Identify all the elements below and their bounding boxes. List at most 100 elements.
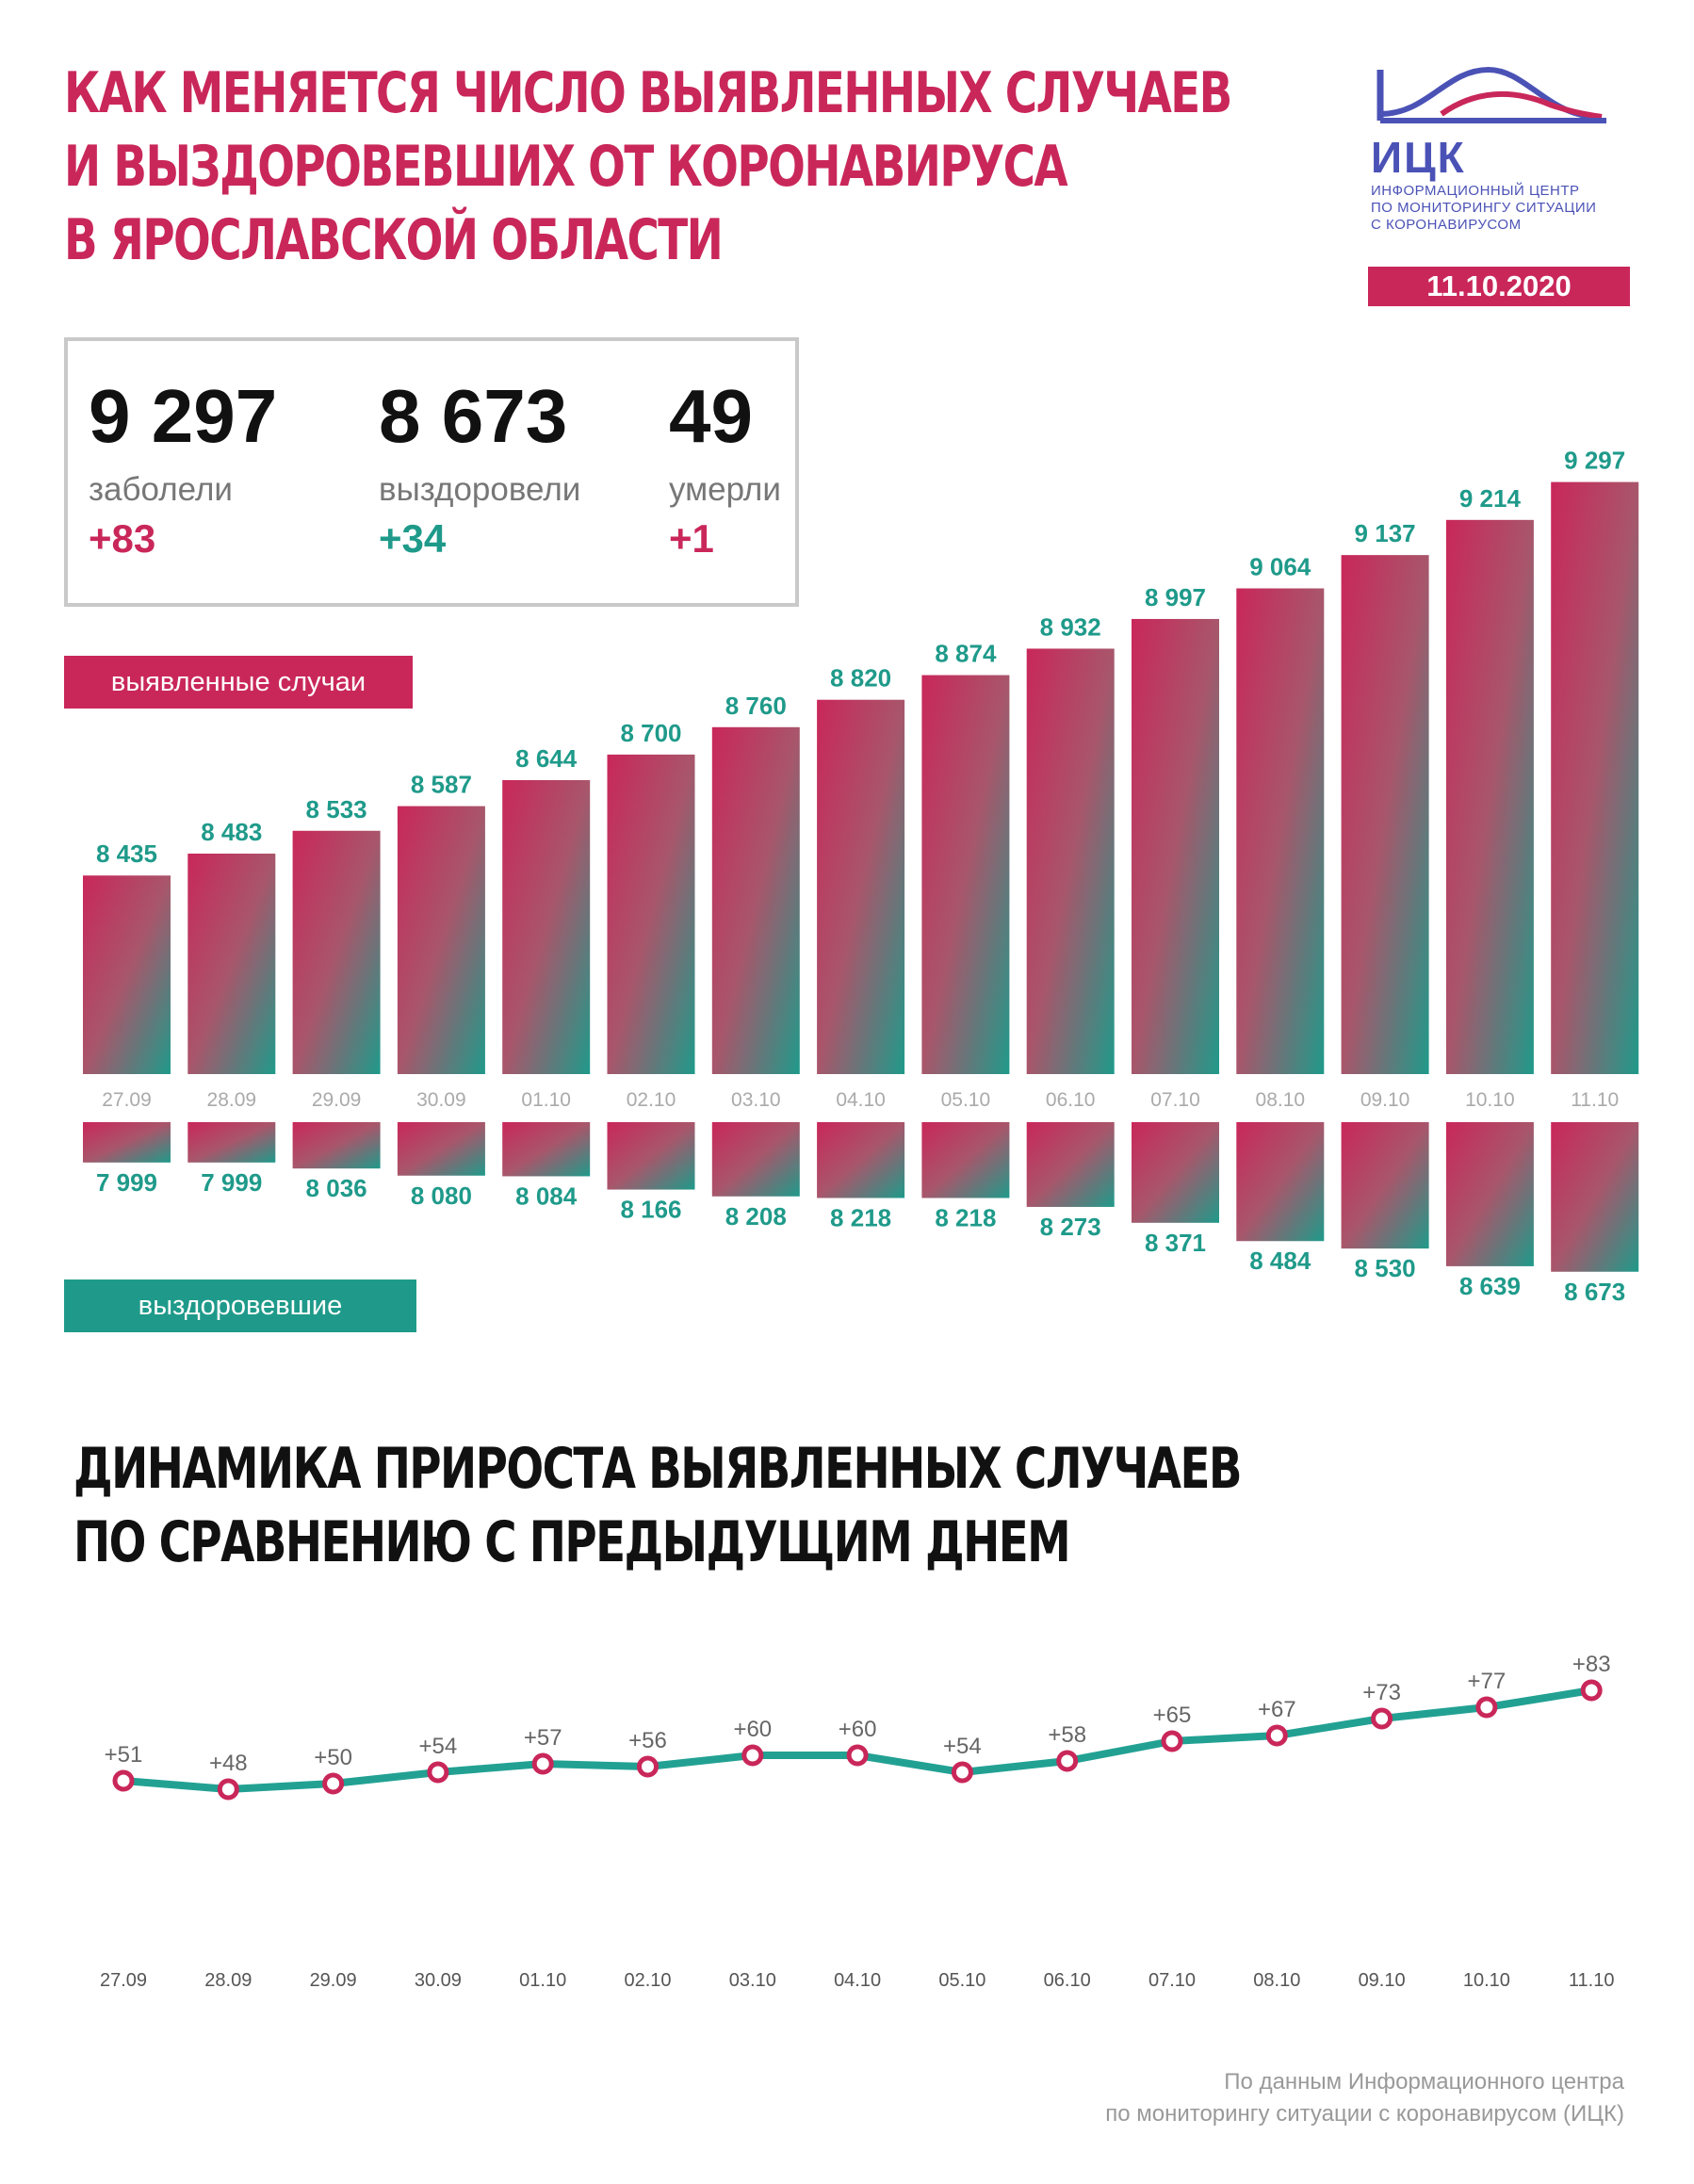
cases-bar-label: 8 533 (306, 795, 367, 823)
growth-point (1475, 1696, 1498, 1719)
growth-point (531, 1752, 554, 1775)
cases-bar-label: 8 644 (515, 744, 578, 773)
x-tick-label: 08.10 (1253, 1970, 1300, 1991)
x-tick-label: 09.10 (1360, 1089, 1410, 1111)
stat-label: умерли (669, 471, 781, 508)
recovered-bar (292, 1122, 381, 1169)
cases-bar-label: 8 932 (1040, 612, 1101, 641)
stats-box: 9 297 заболели +83 8 673 выздоровели +34… (64, 337, 799, 607)
x-tick-label: 27.09 (100, 1970, 147, 1991)
logo-wave-icon (1376, 66, 1606, 123)
growth-point-label: +57 (524, 1725, 562, 1751)
cases-bar-label: 9 064 (1249, 552, 1311, 580)
recovered-bar (1341, 1122, 1429, 1249)
logo-subtitle: ИНФОРМАЦИОННЫЙ ЦЕНТР ПО МОНИТОРИНГУ СИТУ… (1371, 183, 1625, 234)
cases-bar (292, 830, 381, 1074)
stat-value: 8 673 (379, 374, 568, 458)
recovered-bar (83, 1122, 171, 1163)
title-line-2: И ВЫЗДОРОВЕВШИХ ОТ КОРОНАВИРУСА (64, 134, 1068, 200)
bar-chart: 8 435 27.09 7 999 8 483 28.09 7 999 8 533 29.09… (83, 447, 1639, 1306)
x-tick-label: 06.10 (1044, 1970, 1091, 1991)
x-tick-label: 03.10 (729, 1970, 776, 1991)
recovered-bar (1551, 1122, 1639, 1272)
dynamics-title-line-1: ДИНАМИКА ПРИРОСТА ВЫЯВЛЕННЫХ СЛУЧАЕВ (73, 1436, 1243, 1502)
x-tick-label: 04.10 (836, 1089, 886, 1111)
x-tick-label: 05.10 (941, 1089, 991, 1111)
cases-bar (921, 675, 1010, 1074)
stat-delta: +1 (669, 516, 714, 561)
cases-bar-label: 8 874 (935, 640, 997, 668)
cases-bar-label: 8 435 (96, 839, 157, 868)
recovered-bar-label: 7 999 (201, 1168, 262, 1197)
cases-bar (1236, 588, 1325, 1074)
cases-bar (83, 875, 171, 1074)
dynamics-title: ДИНАМИКА ПРИРОСТА ВЫЯВЛЕННЫХ СЛУЧАЕВ ПО … (73, 1432, 1243, 1579)
recovered-bar-label: 8 218 (935, 1203, 996, 1231)
recovered-bar-label: 8 208 (725, 1202, 787, 1231)
x-tick-label: 04.10 (834, 1970, 881, 1991)
growth-point-label: +58 (1048, 1722, 1086, 1748)
x-tick-label: 29.09 (310, 1970, 357, 1991)
recovered-bar-label: 8 080 (411, 1182, 472, 1210)
dynamics-title-line-2: ПО СРАВНЕНИЮ С ПРЕДЫДУЩИМ ДНЕМ (73, 1509, 1071, 1575)
recovered-bar-label: 8 639 (1459, 1272, 1521, 1300)
recovered-bar-label: 8 166 (620, 1196, 681, 1224)
recovered-bar (921, 1122, 1010, 1198)
cases-bar-label: 8 483 (201, 818, 262, 846)
cases-bar-label: 9 297 (1564, 447, 1625, 475)
cases-bar (187, 853, 276, 1074)
growth-point (1056, 1750, 1079, 1772)
logo-name: ИЦК (1371, 133, 1466, 182)
stat-value: 9 297 (89, 374, 278, 458)
stat-label: заболели (89, 471, 233, 508)
x-tick-label: 10.10 (1465, 1089, 1515, 1111)
recovered-bar (1026, 1122, 1115, 1207)
date-badge: 11.10.2020 (1368, 267, 1630, 306)
logo: ИЦК ИНФОРМАЦИОННЫЙ ЦЕНТР ПО МОНИТОРИНГУ … (1371, 62, 1625, 234)
stat-delta: +83 (89, 516, 156, 561)
recovered-bar-label: 7 999 (96, 1168, 157, 1197)
logo-subtitle-line-1: ИНФОРМАЦИОННЫЙ ЦЕНТР (1371, 183, 1580, 199)
growth-point (1371, 1707, 1393, 1730)
stat-label: выздоровели (379, 471, 581, 508)
recovered-bar (711, 1122, 800, 1197)
growth-point (1161, 1730, 1183, 1752)
recovered-bar-label: 8 673 (1564, 1278, 1625, 1306)
x-tick-label: 30.09 (416, 1089, 466, 1111)
cases-bar-label: 8 997 (1145, 583, 1206, 611)
x-tick-label: 02.10 (624, 1970, 671, 1991)
recovered-bar-label: 8 084 (515, 1182, 578, 1210)
title-line-3: В ЯРОСЛАВСКОЙ ОБЛАСТИ (64, 207, 724, 273)
x-tick-label: 01.10 (521, 1089, 571, 1111)
growth-point (322, 1772, 345, 1795)
x-tick-label: 10.10 (1463, 1970, 1510, 1991)
growth-point (427, 1761, 449, 1784)
growth-point (951, 1761, 973, 1784)
x-tick-label: 09.10 (1359, 1970, 1406, 1991)
x-tick-label: 08.10 (1256, 1089, 1306, 1111)
x-tick-label: 03.10 (731, 1089, 781, 1111)
cases-bar (1551, 481, 1639, 1074)
cases-label-tag: выявленные случаи (64, 656, 413, 709)
recovered-bar (187, 1122, 276, 1163)
recovered-bar-label: 8 484 (1249, 1247, 1311, 1275)
recovered-bar (1132, 1122, 1219, 1223)
cases-bar (1341, 555, 1429, 1074)
logo-subtitle-line-2: ПО МОНИТОРИНГУ СИТУАЦИИ (1371, 200, 1597, 216)
growth-point (217, 1778, 239, 1801)
cases-bar-label: 9 214 (1459, 484, 1522, 513)
cases-bar-label: 8 587 (411, 771, 472, 799)
x-tick-label: 01.10 (519, 1970, 566, 1991)
stat-deaths: 49 умерли +1 (669, 379, 781, 562)
cases-bar-label: 8 820 (830, 664, 891, 693)
x-tick-label: 02.10 (627, 1089, 676, 1111)
cases-bar (502, 779, 591, 1074)
x-tick-label: 11.10 (1571, 1089, 1619, 1111)
page-title: КАК МЕНЯЕТСЯ ЧИСЛО ВЫЯВЛЕННЫХ СЛУЧАЕВ И … (64, 57, 1232, 277)
x-tick-label: 07.10 (1150, 1089, 1200, 1111)
line-chart: +51 27.09 +48 28.09 +50 29.09 +54 30.09 +57 01.10… (100, 1652, 1615, 1991)
growth-point (846, 1744, 869, 1767)
cases-bar (1026, 648, 1115, 1074)
stat-delta: +34 (379, 516, 447, 561)
growth-point-label: +73 (1362, 1680, 1401, 1705)
